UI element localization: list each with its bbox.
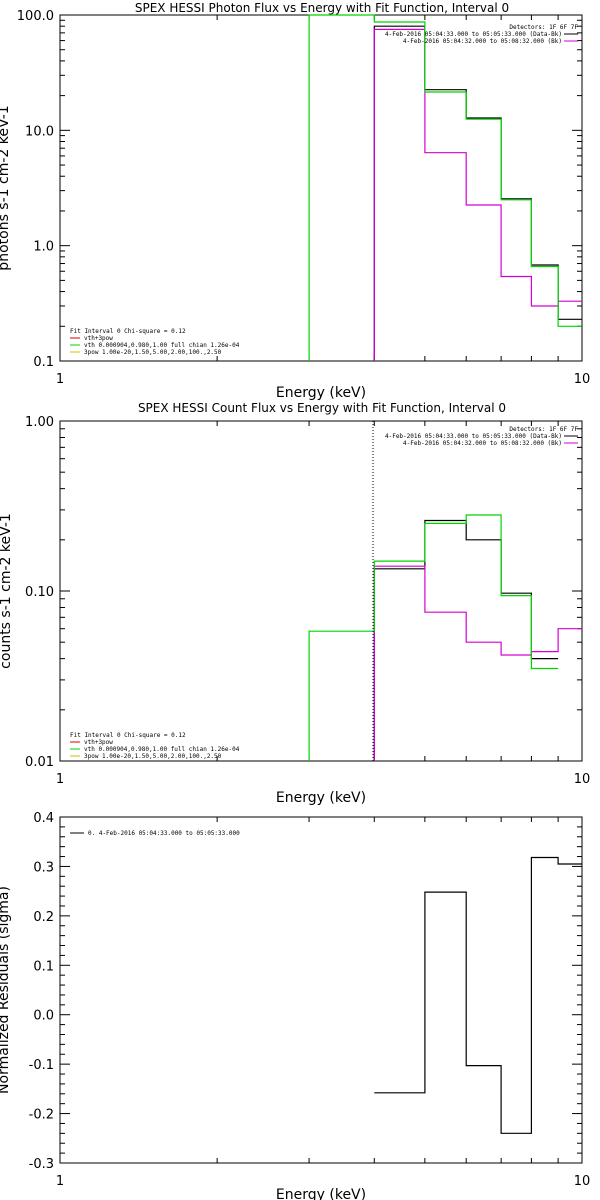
photon-fit-line-4: 3pow 1.00e-20,1.50,5.00,2.00,100.,2.50 (84, 349, 222, 356)
count-title: SPEX HESSI Count Flux vs Energy with Fit… (138, 401, 506, 415)
photon-legend-data: 4-Feb-2016 05:04:33.000 to 05:05:33.000 … (385, 31, 562, 38)
residuals-ytick-label: 0.3 (33, 860, 54, 875)
photon-ytick-label: 0.1 (33, 355, 54, 370)
photon-ytick-label: 100.0 (17, 9, 54, 24)
count-series (308, 514, 582, 761)
residuals-ytick-label: 0.2 (33, 910, 54, 925)
count-legend-bk: 4-Feb-2016 05:04:32.000 to 05:08:32.000 … (403, 440, 562, 447)
count-xtick-label: 1 (56, 772, 64, 787)
photon-legend-bk: 4-Feb-2016 05:04:32.000 to 05:08:32.000 … (403, 38, 562, 45)
photon-series (308, 14, 582, 361)
photon-xtick-label: 10 (574, 372, 591, 387)
count-fit-line-4: 3pow 1.00e-20,1.50,5.00,2.00,100.,2.50 (84, 753, 222, 760)
residuals-xlabel: Energy (keV) (276, 1187, 366, 1200)
residuals-ytick-label: 0.1 (33, 959, 54, 974)
photon-legend-detectors: Detectors: 1F 6F 7F (509, 24, 578, 31)
residuals-panel: 1 10 -0.3 -0.2 -0.1 0.0 0.1 0.2 0.3 0.4 Energy (k… (0, 811, 590, 1200)
photon-fit-line-2: vth+3pow (84, 335, 113, 342)
residuals-xtick-label: 1 (56, 1174, 64, 1189)
count-legend-data: 4-Feb-2016 05:04:33.000 to 05:05:33.000 … (385, 433, 562, 440)
residuals-plot-frame (59, 816, 583, 1164)
count-ytick-label: 0.10 (25, 585, 54, 600)
photon-axis-ticks: 1 10 0.1 1.0 10.0 100.0 (17, 9, 590, 387)
count-xlabel: Energy (keV) (276, 790, 366, 806)
residuals-ylabel: Normalized Residuals (sigma) (0, 886, 12, 1094)
residuals-series-0- (374, 856, 582, 1134)
photon-series-model (308, 14, 582, 361)
residuals-ytick-label: 0.4 (33, 811, 54, 826)
photon-series-data-bk (373, 25, 582, 361)
photon-fit-line-3: vth 0.000904,0.980,1.00 full chian 1.26e… (84, 342, 240, 349)
photon-flux-panel: SPEX HESSI Photon Flux vs Energy with Fi… (0, 1, 590, 401)
photon-fit-line-1: Fit Interval 0 Chi-square = 0.12 (70, 328, 186, 335)
count-fit-line-2: vth+3pow (84, 739, 113, 746)
residuals-ytick-label: -0.2 (29, 1108, 54, 1123)
residuals-ytick-label: -0.3 (29, 1157, 54, 1172)
photon-legend: Detectors: 1F 6F 7F 4-Feb-2016 05:04:33.… (385, 24, 578, 45)
count-series-bk (373, 565, 582, 761)
photon-fit-info: Fit Interval 0 Chi-square = 0.12 vth+3po… (70, 328, 240, 356)
count-ylabel: counts s-1 cm-2 keV-1 (0, 513, 14, 669)
residuals-ytick-label: 0.0 (33, 1009, 54, 1024)
photon-ytick-label: 1.0 (33, 240, 54, 255)
photon-xlabel: Energy (keV) (276, 385, 366, 401)
count-fit-line-1: Fit Interval 0 Chi-square = 0.12 (70, 732, 186, 739)
count-flux-panel: SPEX HESSI Count Flux vs Energy with Fit… (0, 401, 590, 806)
count-legend: Detectors: 1F 6F 7F 4-Feb-2016 05:04:33.… (385, 426, 578, 447)
count-ytick-label: 0.01 (25, 755, 54, 770)
photon-ylabel: photons s-1 cm-2 keV-1 (0, 105, 12, 270)
residuals-legend-text: 0. 4-Feb-2016 05:04:33.000 to 05:05:33.0… (88, 830, 240, 837)
residuals-series (374, 856, 582, 1134)
residuals-ytick-label: -0.1 (29, 1058, 54, 1073)
photon-plot-frame (59, 14, 583, 362)
photon-series-bk (373, 28, 582, 361)
residuals-xtick-label: 10 (574, 1174, 591, 1189)
count-fit-info: Fit Interval 0 Chi-square = 0.12 vth+3po… (70, 732, 240, 760)
count-fit-line-3: vth 0.000904,0.980,1.00 full chian 1.26e… (84, 746, 240, 753)
count-axis-ticks: 1 10 0.01 0.10 1.00 (25, 415, 590, 787)
count-series-model (308, 514, 559, 761)
count-ytick-label: 1.00 (25, 415, 54, 430)
residuals-axis-ticks: 1 10 -0.3 -0.2 -0.1 0.0 0.1 0.2 0.3 0.4 (29, 811, 591, 1189)
count-legend-detectors: Detectors: 1F 6F 7F (509, 426, 578, 433)
residuals-legend: 0. 4-Feb-2016 05:04:33.000 to 05:05:33.0… (70, 830, 240, 837)
count-xtick-label: 10 (574, 772, 591, 787)
photon-title: SPEX HESSI Photon Flux vs Energy with Fi… (135, 1, 509, 15)
count-plot-frame (59, 420, 583, 762)
photon-xtick-label: 1 (56, 372, 64, 387)
photon-ytick-label: 10.0 (25, 124, 54, 139)
